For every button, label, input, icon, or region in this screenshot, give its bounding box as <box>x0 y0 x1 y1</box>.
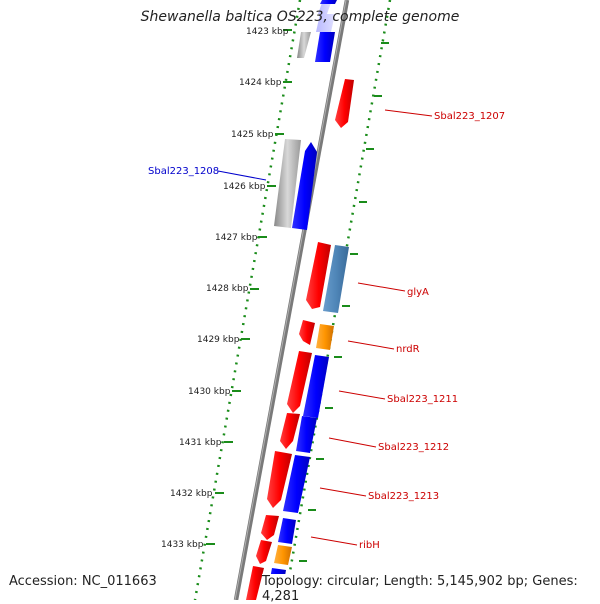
map-title: Shewanella baltica OS223, complete genom… <box>140 9 460 25</box>
gene-gray-1208 <box>274 139 301 228</box>
gene-blue-1213 <box>283 455 310 513</box>
tick-dashes-right <box>299 42 389 562</box>
accession-text: Accession: NC_011663 <box>9 574 157 589</box>
gene-label-ribH: ribH <box>359 540 380 551</box>
tick-label: 1433 kbp <box>161 540 204 550</box>
gene-label-nrdR: nrdR <box>396 344 420 355</box>
genome-backbone <box>233 0 350 600</box>
tick-label: 1430 kbp <box>188 387 231 397</box>
gene-sbal223-1213 <box>267 451 292 508</box>
gene-lav-2 <box>316 14 335 32</box>
gene-blue-top <box>320 0 337 4</box>
gene-label-sbal223-1208: Sbal223_1208 <box>148 166 219 177</box>
gene-features <box>246 0 354 600</box>
gene-label-sbal223-1211: Sbal223_1211 <box>387 394 458 405</box>
gene-label-sbal223-1207: Sbal223_1207 <box>434 111 505 122</box>
tick-labels: 1423 kbp 1424 kbp 1425 kbp 1426 kbp 1427… <box>161 27 289 550</box>
gene-ribH <box>261 515 279 540</box>
gene-red-2 <box>256 540 272 564</box>
gene-trna-steel <box>323 245 349 313</box>
topology-text: Topology: circular; Length: 5,145,902 bp… <box>262 574 600 604</box>
gene-sbal223-1212 <box>280 413 300 449</box>
genome-backbone-highlight <box>234 0 347 600</box>
tick-label: 1424 kbp <box>239 78 282 88</box>
tick-label: 1431 kbp <box>179 438 222 448</box>
gene-label-sbal223-1213: Sbal223_1213 <box>368 491 439 502</box>
gc-track-left <box>193 0 302 600</box>
gene-sbal223-1207 <box>335 79 354 128</box>
gene-sbal223-1208 <box>292 142 317 230</box>
gene-blue-1211 <box>303 355 329 418</box>
tick-label: 1429 kbp <box>197 335 240 345</box>
gene-labels: Sbal223_1207 Sbal223_1208 glyA nrdR Sbal… <box>148 111 505 551</box>
gene-orange-2 <box>274 545 292 565</box>
gene-sbal223-1211 <box>287 351 312 413</box>
gene-nrdR <box>299 320 315 345</box>
gene-blue-ribH <box>278 518 296 544</box>
gene-blue-1212 <box>296 416 317 453</box>
gene-glyA <box>306 242 331 309</box>
gene-gray-1 <box>297 32 311 58</box>
tick-dashes-left <box>206 29 292 545</box>
tick-label: 1426 kbp <box>223 182 266 192</box>
gene-label-sbal223-1212: Sbal223_1212 <box>378 442 449 453</box>
tick-label: 1425 kbp <box>231 130 274 140</box>
gene-label-glyA: glyA <box>407 287 429 298</box>
tick-label: 1427 kbp <box>215 233 258 243</box>
gene-orange-1 <box>316 324 334 350</box>
tick-label: 1423 kbp <box>246 27 289 37</box>
tick-label: 1428 kbp <box>206 284 249 294</box>
gene-blue-1 <box>315 32 335 62</box>
gene-red-bottom <box>246 566 264 600</box>
tick-label: 1432 kbp <box>170 489 213 499</box>
leader-lines <box>217 109 433 546</box>
